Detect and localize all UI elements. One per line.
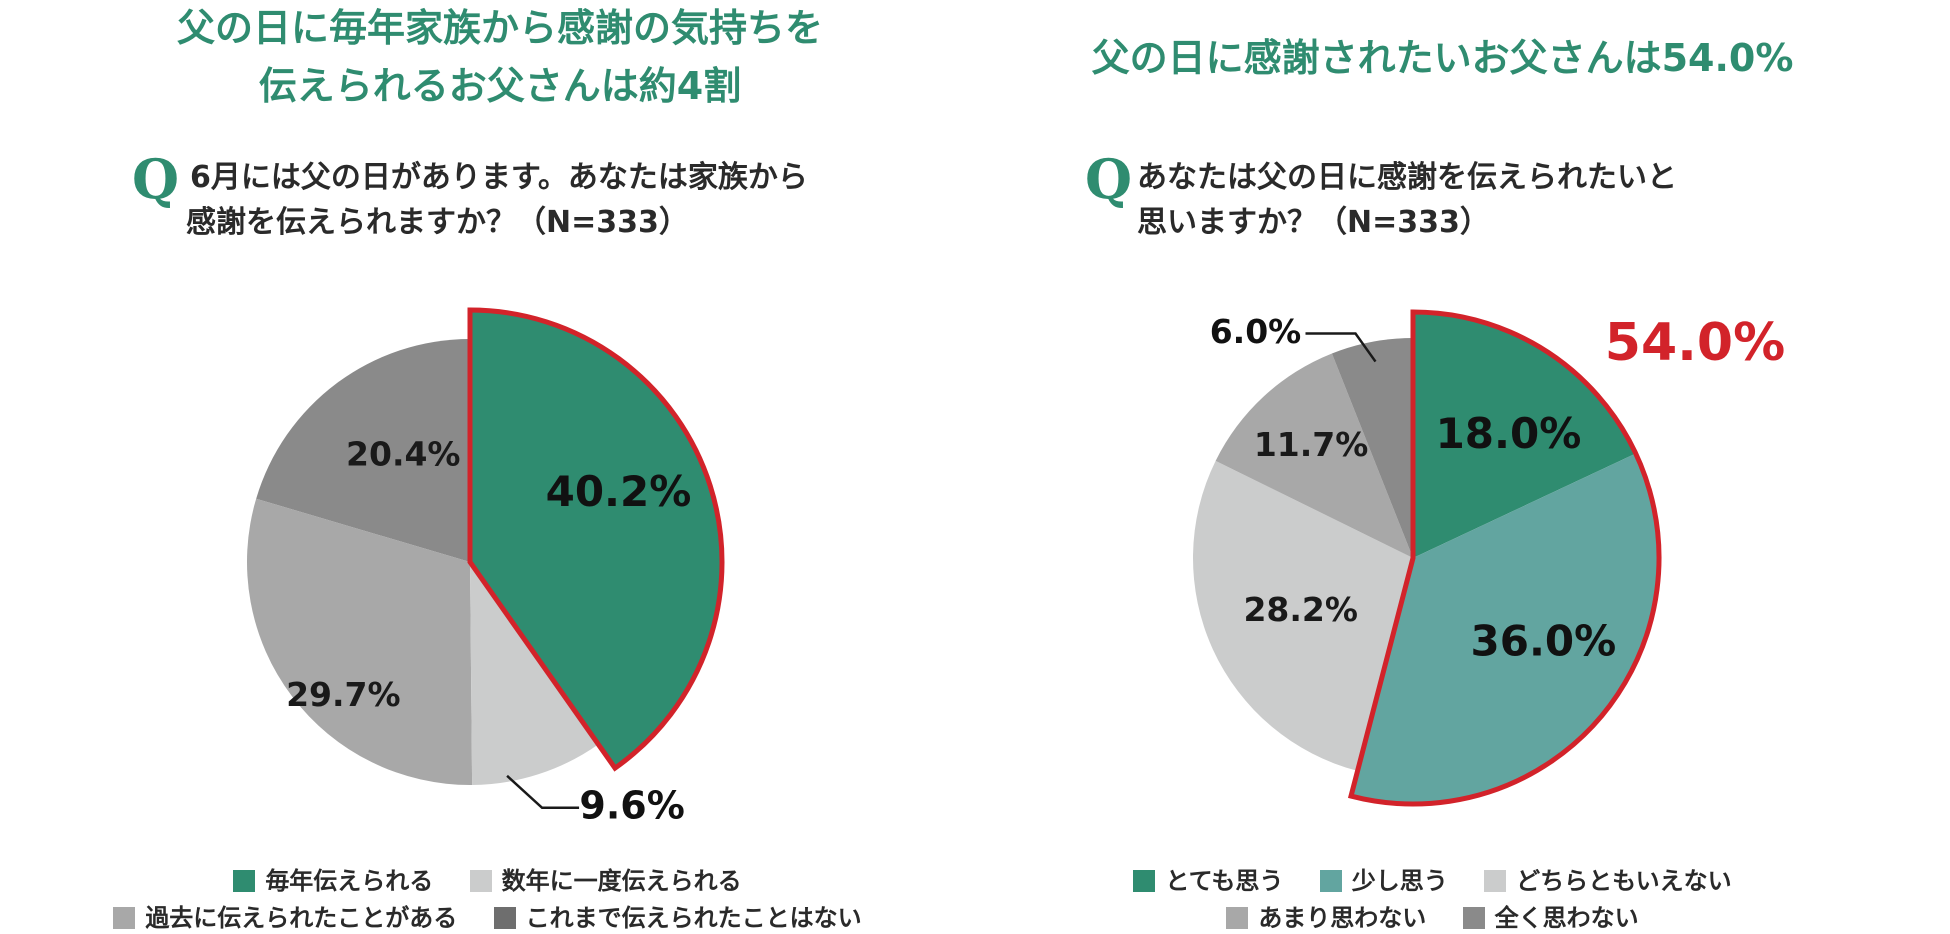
- data-label: 20.4%: [346, 434, 461, 473]
- legend-label: 少し思う: [1351, 867, 1448, 895]
- right-question-line1: あなたは父の日に感謝を伝えられたいと: [1137, 160, 1677, 195]
- right-legend-row-1: とても思う 少し思う どちらともいえない: [945, 865, 1920, 897]
- right-legend-item: あまり思わない: [1226, 902, 1426, 934]
- legend-swatch: [469, 870, 492, 892]
- left-legend-item: 過去に伝えられたことがある: [113, 902, 457, 934]
- legend-swatch: [1133, 870, 1156, 892]
- left-title-line1: 父の日に毎年家族から感謝の気持ちを: [176, 6, 823, 50]
- highlight-callout: 54.0%: [1605, 313, 1785, 373]
- leader-line: [1305, 332, 1377, 363]
- highlight-outline: [1347, 309, 1662, 807]
- right-legend-item: 全く思わない: [1462, 902, 1639, 934]
- left-legend-item: 毎年伝えられる: [233, 865, 433, 897]
- right-q-mark: Q: [1085, 147, 1133, 211]
- right-pie-chart: 18.0% 36.0% 28.2% 11.7% 6.0% 54.0%: [1193, 309, 1785, 807]
- data-label: 9.6%: [579, 783, 684, 827]
- left-pie-chart: 40.2% 29.7% 20.4% 9.6%: [246, 307, 725, 827]
- pie-slice-highlighted: [1351, 453, 1659, 804]
- left-panel: 父の日に毎年家族から感謝の気持ちを 伝えられるお父さんは約4割 Q 6月には父の…: [0, 0, 975, 932]
- left-legend-row-1: 毎年伝えられる 数年に一度伝えられる: [0, 865, 975, 897]
- pie-slice: [1193, 460, 1413, 771]
- legend-swatch: [233, 870, 256, 892]
- legend-label: 数年に一度伝えられる: [501, 867, 742, 895]
- right-legend-item: どちらともいえない: [1484, 865, 1732, 897]
- right-question-line2: 思いますか？（N=333）: [1137, 205, 1490, 240]
- legend-swatch: [1484, 870, 1507, 892]
- pie-slice: [1215, 353, 1413, 558]
- legend-label: あまり思わない: [1258, 904, 1427, 932]
- data-label: 28.2%: [1243, 590, 1358, 629]
- left-legend-item: これまで伝えられたことはない: [493, 902, 862, 934]
- data-label: 36.0%: [1471, 616, 1617, 665]
- right-legend-item: 少し思う: [1319, 865, 1448, 897]
- legend-label: 毎年伝えられる: [265, 867, 434, 895]
- left-question-line1: 6月には父の日があります。あなたは家族から: [190, 160, 808, 195]
- legend-swatch: [1462, 907, 1485, 929]
- data-label: 18.0%: [1436, 409, 1582, 458]
- left-q-mark: Q: [132, 147, 180, 211]
- legend-label: とても思う: [1165, 867, 1284, 895]
- pie-slice: [256, 339, 470, 562]
- legend-label: どちらともいえない: [1516, 867, 1732, 895]
- legend-swatch: [1226, 907, 1249, 929]
- legend-swatch: [493, 907, 516, 929]
- data-label: 40.2%: [546, 467, 692, 516]
- pie-slice: [470, 562, 599, 785]
- legend-swatch: [1319, 870, 1342, 892]
- pie-slice-highlighted: [1413, 312, 1636, 558]
- data-label: 6.0%: [1210, 312, 1302, 351]
- right-panel: 父の日に感謝されたいお父さんは54.0% Q あなたは父の日に感謝を伝えられたい…: [975, 0, 1950, 932]
- pie-slice: [246, 498, 473, 785]
- legend-label: 全く思わない: [1494, 904, 1639, 932]
- leader-line: [506, 774, 580, 810]
- data-label: 29.7%: [286, 675, 401, 714]
- legend-label: 過去に伝えられたことがある: [145, 904, 458, 932]
- left-legend-item: 数年に一度伝えられる: [469, 865, 742, 897]
- right-legend-row-2: あまり思わない 全く思わない: [945, 902, 1920, 934]
- left-title-line2: 伝えられるお父さんは約4割: [258, 64, 742, 108]
- right-title: 父の日に感謝されたいお父さんは54.0%: [1091, 36, 1794, 80]
- data-label: 11.7%: [1254, 425, 1369, 464]
- pie-slice: [1331, 338, 1413, 558]
- legend-label: これまで伝えられたことはない: [525, 904, 862, 932]
- pie-slice-highlighted: [467, 307, 725, 772]
- right-legend-item: とても思う: [1133, 865, 1283, 897]
- left-question-line2: 感謝を伝えられますか？（N=333）: [186, 205, 689, 240]
- legend-swatch: [113, 907, 136, 929]
- left-legend-row-2: 過去に伝えられたことがある これまで伝えられたことはない: [0, 902, 975, 934]
